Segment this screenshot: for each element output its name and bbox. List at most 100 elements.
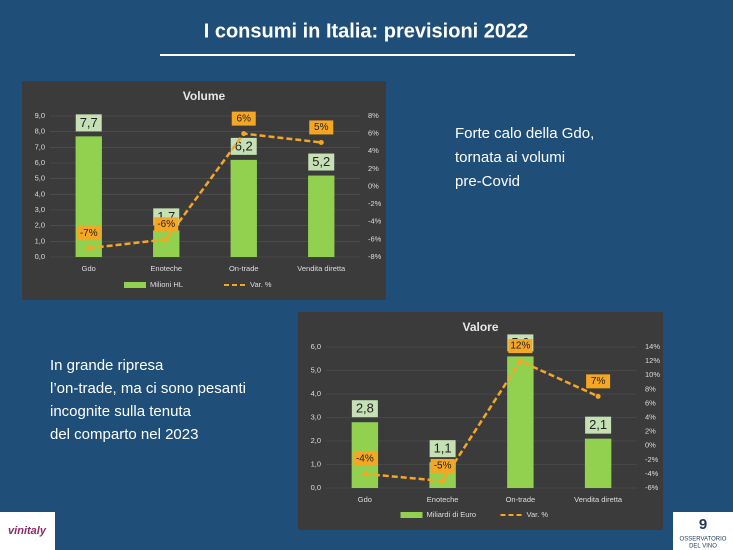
x-tick-label: Vendita diretta (574, 495, 623, 504)
y-tick-label: 3,0 (35, 205, 45, 214)
note-line: tornata ai volumi (455, 149, 565, 166)
line-point (362, 471, 368, 477)
y2-tick-label: 2% (368, 164, 379, 173)
line-label: 5% (314, 122, 329, 133)
y-tick-label: 5,0 (311, 365, 321, 374)
y-tick-label: 6,0 (311, 342, 321, 351)
line-point (318, 139, 324, 145)
y-tick-label: 4,0 (311, 389, 321, 398)
line-point (595, 393, 601, 399)
y2-tick-label: -6% (645, 483, 659, 492)
y-tick-label: 8,0 (35, 127, 45, 136)
y2-tick-label: 6% (368, 129, 379, 138)
logo-box (0, 512, 55, 550)
legend-label: Var. % (527, 510, 549, 519)
logo-mark: 9 (699, 516, 707, 533)
bar (507, 356, 534, 488)
line-label-box (76, 226, 101, 241)
y2-tick-label: 2% (645, 427, 656, 436)
line-label-box (352, 451, 377, 466)
x-tick-label: Gdo (82, 264, 96, 273)
bar-label: 2,1 (589, 417, 607, 432)
y2-tick-label: 14% (645, 342, 660, 351)
line (88, 132, 322, 250)
line-label-box (231, 111, 256, 126)
bar-label-box (308, 153, 335, 171)
x-tick-label: On-trade (229, 264, 259, 273)
note-line: l’on-trade, ma ci sono pesanti (50, 380, 246, 397)
legend-label: Milioni HL (150, 280, 183, 289)
line-label-box (430, 458, 455, 473)
legend-swatch (400, 512, 423, 518)
y2-tick-label: 8% (368, 111, 379, 120)
bar-label-box (75, 114, 102, 132)
logo-box (673, 512, 733, 550)
line-label: -7% (80, 228, 98, 239)
line-label: -5% (434, 461, 452, 472)
x-tick-label: Gdo (358, 495, 372, 504)
y-tick-label: 1,0 (35, 236, 45, 245)
bar-label: 7,7 (80, 115, 98, 130)
line-label-box (586, 374, 611, 389)
bar-label-box (585, 416, 612, 434)
y2-tick-label: 4% (645, 412, 656, 421)
y2-tick-label: -2% (645, 455, 659, 464)
slide-title: I consumi in Italia: previsioni 2022 (204, 20, 529, 42)
bar-label-box (429, 440, 456, 458)
y-tick-label: 0,0 (35, 252, 45, 261)
line-label: -6% (157, 219, 175, 230)
bar (153, 230, 180, 257)
line-point (517, 358, 523, 364)
chart-title: Valore (462, 320, 498, 334)
y2-tick-label: 6% (645, 398, 656, 407)
bar (230, 159, 257, 257)
line-label: 7% (591, 376, 606, 387)
y2-tick-label: -6% (368, 234, 382, 243)
note-line: del comparto nel 2023 (50, 426, 198, 443)
chart: Volume 0,0 1,0 2,0 3,0 4,0 5,0 6,0 7,0 8,0 9,0 -8% -… (22, 81, 386, 300)
y-tick-label: 7,0 (35, 142, 45, 151)
y-tick-label: 2,0 (311, 436, 321, 445)
x-tick-label: Enoteche (150, 264, 182, 273)
y-tick-label: 5,0 (35, 174, 45, 183)
y2-tick-label: 0% (645, 441, 656, 450)
y2-tick-label: -4% (645, 469, 659, 478)
y-tick-label: 1,0 (311, 459, 321, 468)
line-point (163, 236, 169, 242)
chart-title: Volume (183, 89, 226, 103)
y2-tick-label: 10% (645, 370, 660, 379)
chart: Valore 0,0 1,0 2,0 3,0 4,0 5,0 6,0 -6% -4% -2% 0% 2%… (298, 312, 663, 530)
y2-tick-label: 8% (645, 384, 656, 393)
line-label: 12% (510, 341, 530, 352)
y2-tick-label: -2% (368, 199, 382, 208)
bar-label: 1,1 (434, 441, 452, 456)
note-line: pre-Covid (455, 173, 520, 190)
logo-text: vinitaly (8, 525, 47, 537)
y2-tick-label: -4% (368, 217, 382, 226)
note-line: incognite sulla tenuta (50, 403, 192, 420)
logo-text: DEL VINO (689, 544, 717, 550)
y-tick-label: 6,0 (35, 158, 45, 167)
bar-label-box (351, 400, 378, 418)
y-tick-label: 4,0 (35, 189, 45, 198)
logo-text: OSSERVATORIO (680, 537, 727, 543)
bar (308, 175, 335, 257)
line-label-box (508, 339, 533, 354)
line-point (86, 245, 92, 251)
y2-tick-label: -8% (368, 252, 382, 261)
bar (584, 438, 612, 488)
y-tick-label: 3,0 (311, 412, 321, 421)
line-point (241, 131, 247, 137)
y2-tick-label: 4% (368, 146, 379, 155)
note-line: Forte calo della Gdo, (455, 125, 594, 142)
y-tick-label: 9,0 (35, 111, 45, 120)
x-tick-label: Vendita diretta (297, 264, 346, 273)
x-tick-label: Enoteche (427, 495, 459, 504)
x-tick-label: On-trade (506, 495, 536, 504)
line-label-box (154, 217, 179, 232)
note-line: In grande ripresa (50, 357, 164, 374)
y2-tick-label: 12% (645, 356, 660, 365)
y-tick-label: 0,0 (311, 483, 321, 492)
bar-label: 6,2 (235, 138, 253, 153)
